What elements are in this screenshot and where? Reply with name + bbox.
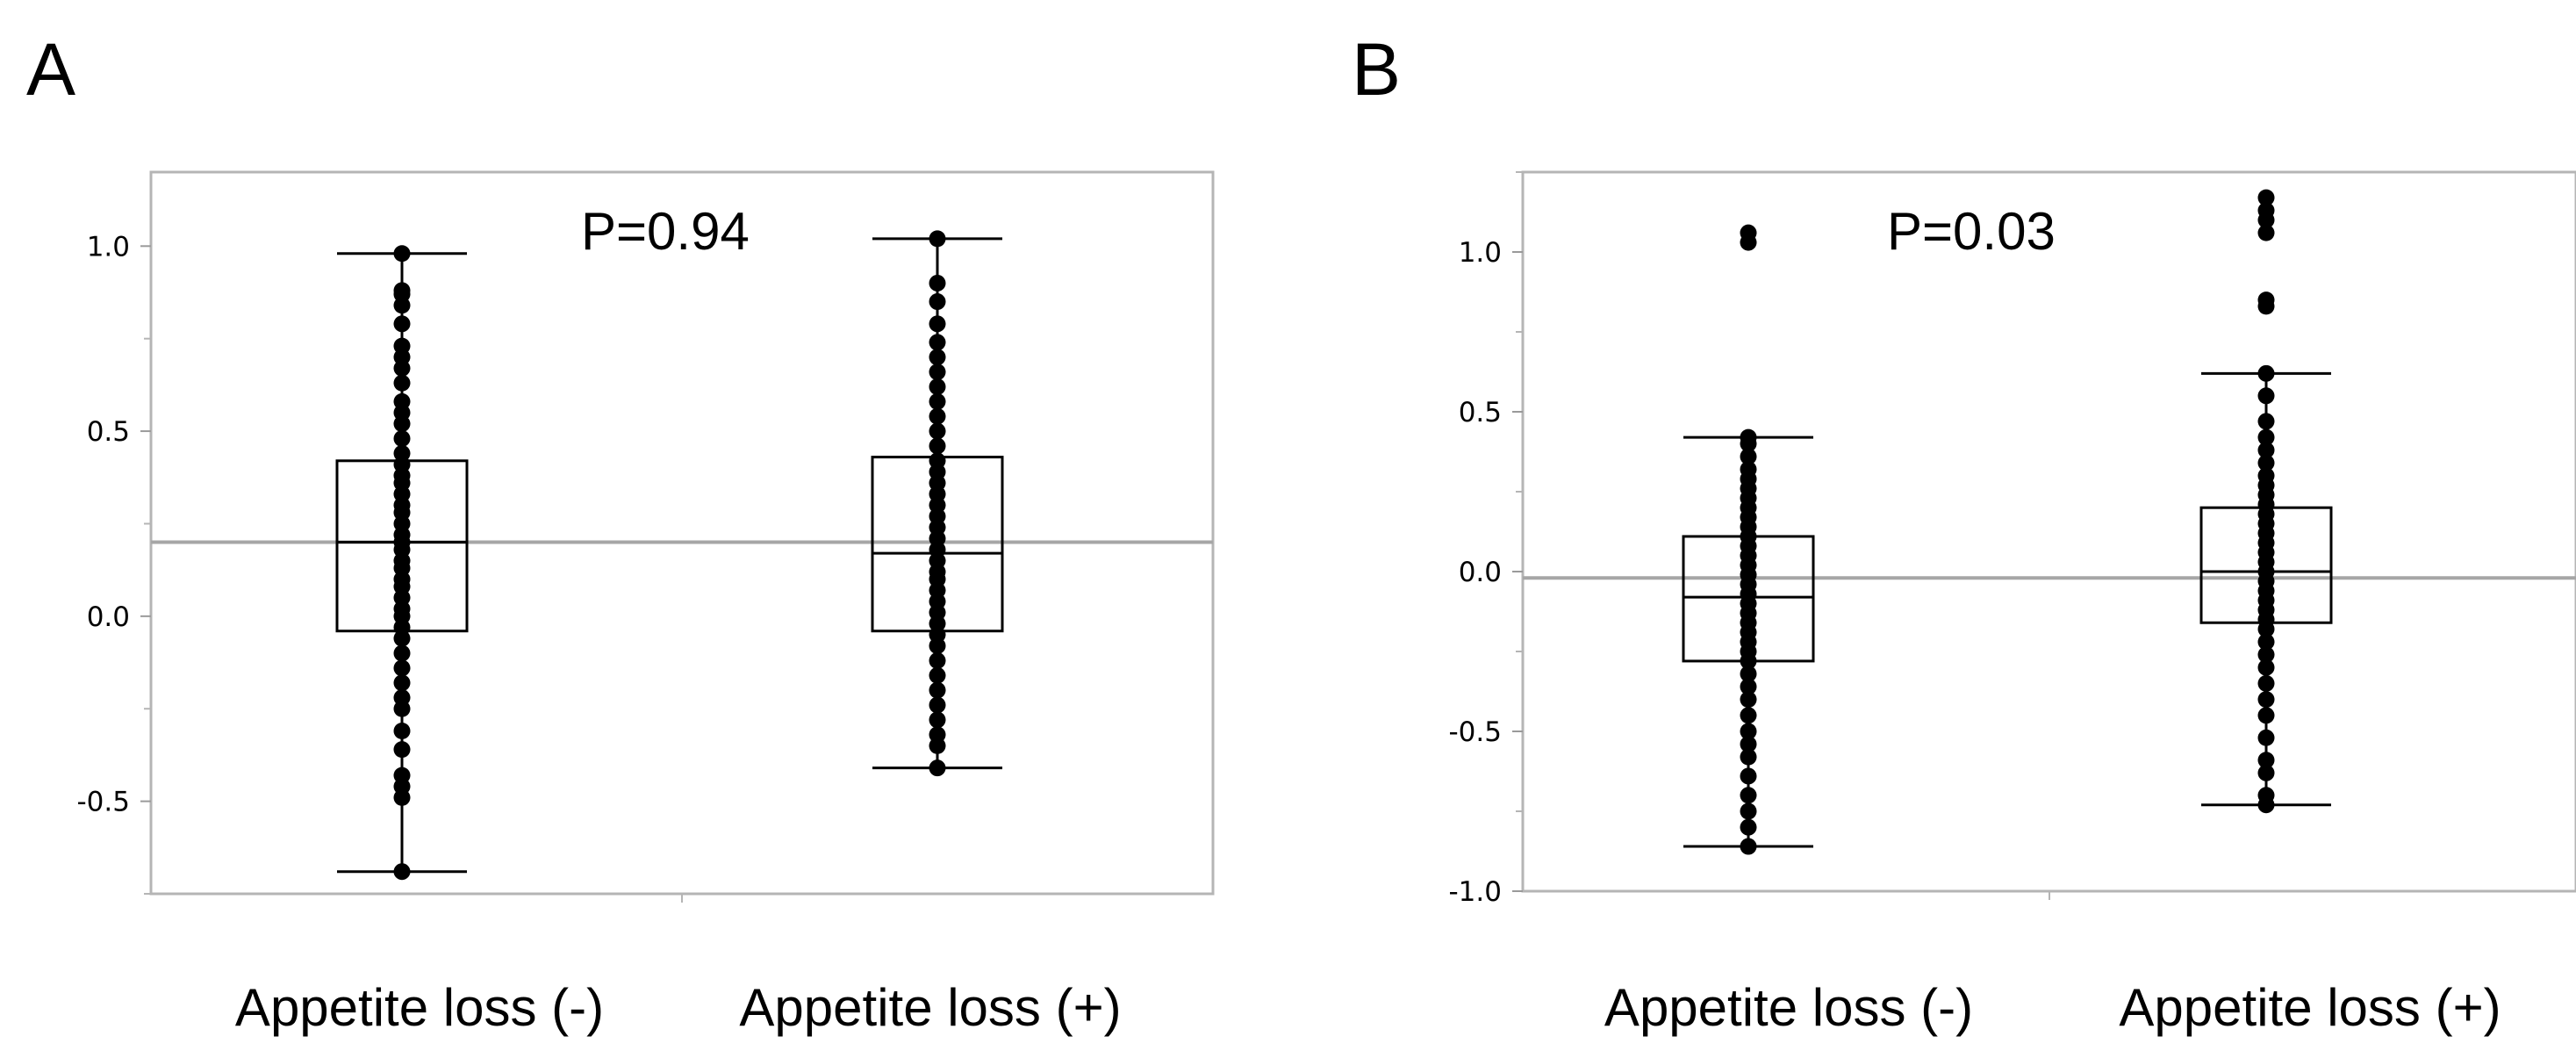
data-point	[1740, 802, 1757, 820]
data-point	[393, 374, 411, 392]
data-point	[1740, 428, 1757, 446]
data-point	[929, 726, 946, 744]
data-point	[393, 282, 411, 299]
data-point	[393, 444, 411, 462]
panel-letter-b: B	[1352, 28, 1401, 111]
data-point	[929, 759, 946, 777]
data-point	[929, 422, 946, 440]
data-point	[2257, 189, 2275, 206]
data-point	[2257, 691, 2275, 709]
data-point	[393, 337, 411, 355]
data-point	[1740, 707, 1757, 724]
data-point	[929, 230, 946, 248]
y-tick-label: 0.0	[87, 601, 130, 633]
data-point	[2257, 428, 2275, 446]
data-point	[393, 392, 411, 410]
data-point	[929, 452, 946, 470]
plot-frame	[149, 170, 1215, 896]
category-label-a-appetite-loss-positive: Appetite loss (+)	[739, 978, 1121, 1037]
y-tick-label: 0.0	[1459, 557, 1502, 588]
category-label-b-appetite-loss-negative: Appetite loss (-)	[1604, 978, 1973, 1037]
data-point	[929, 711, 946, 729]
data-point	[1740, 448, 1757, 465]
data-point	[2257, 364, 2275, 382]
p-value-annotation-b: P=0.03	[1887, 202, 2056, 261]
data-point	[929, 666, 946, 684]
panel-letter-a: A	[26, 28, 75, 111]
data-point	[393, 863, 411, 881]
data-point	[2257, 467, 2275, 485]
data-point	[2257, 454, 2275, 471]
data-point	[929, 681, 946, 699]
data-point	[929, 437, 946, 455]
data-point	[2257, 707, 2275, 724]
data-point	[1740, 736, 1757, 753]
data-point	[1740, 723, 1757, 740]
data-point	[1740, 787, 1757, 804]
data-point	[929, 696, 946, 714]
data-point	[393, 315, 411, 333]
data-point	[929, 349, 946, 366]
data-point	[2257, 674, 2275, 692]
data-point	[1740, 665, 1757, 682]
data-point	[393, 723, 411, 740]
category-label-a-appetite-loss-negative: Appetite loss (-)	[235, 978, 604, 1037]
data-point	[1740, 224, 1757, 241]
data-point	[393, 741, 411, 759]
data-point	[2257, 442, 2275, 459]
data-point	[1740, 767, 1757, 785]
data-point	[393, 430, 411, 448]
data-point	[929, 392, 946, 410]
data-point	[929, 315, 946, 333]
y-tick-label: 0.5	[87, 416, 130, 448]
y-tick-label: -0.5	[1449, 716, 1503, 748]
data-point	[393, 689, 411, 707]
data-point	[2257, 764, 2275, 781]
data-point	[2257, 752, 2275, 769]
data-point	[1740, 838, 1757, 855]
data-point	[2257, 224, 2275, 241]
data-point	[2257, 729, 2275, 746]
data-point	[2257, 646, 2275, 664]
panel-a: -0.5 0.0 0.5 1.0	[77, 170, 1215, 903]
data-point	[929, 363, 946, 381]
data-point	[929, 274, 946, 291]
data-point	[2257, 291, 2275, 309]
data-point	[2257, 413, 2275, 430]
data-point	[393, 644, 411, 662]
category-label-b-appetite-loss-positive: Appetite loss (+)	[2119, 978, 2501, 1037]
data-point	[2257, 633, 2275, 651]
y-tick-label: 0.5	[1459, 397, 1502, 428]
data-point	[1740, 678, 1757, 695]
data-point	[1740, 748, 1757, 766]
data-point	[929, 651, 946, 669]
data-point	[929, 293, 946, 311]
data-point	[1740, 461, 1757, 479]
y-tick-label: 1.0	[87, 231, 130, 263]
panel-b: -1.0 -0.5 0.0 0.5 1.0	[1449, 170, 2576, 908]
data-point	[2257, 202, 2275, 220]
data-point	[1740, 691, 1757, 709]
data-point	[929, 378, 946, 395]
y-tick-label: -0.5	[77, 787, 131, 818]
data-point	[393, 674, 411, 692]
y-tick-label: 1.0	[1459, 237, 1502, 269]
y-tick-label: -1.0	[1449, 876, 1503, 908]
data-point	[929, 407, 946, 425]
data-point	[393, 659, 411, 677]
data-point	[2257, 787, 2275, 804]
plot-frame	[1521, 170, 2576, 893]
data-point	[393, 767, 411, 784]
data-point	[2257, 659, 2275, 676]
data-point	[929, 334, 946, 351]
data-point	[393, 245, 411, 263]
p-value-annotation-a: P=0.94	[581, 202, 750, 261]
data-point	[2257, 387, 2275, 405]
data-point	[1740, 818, 1757, 836]
